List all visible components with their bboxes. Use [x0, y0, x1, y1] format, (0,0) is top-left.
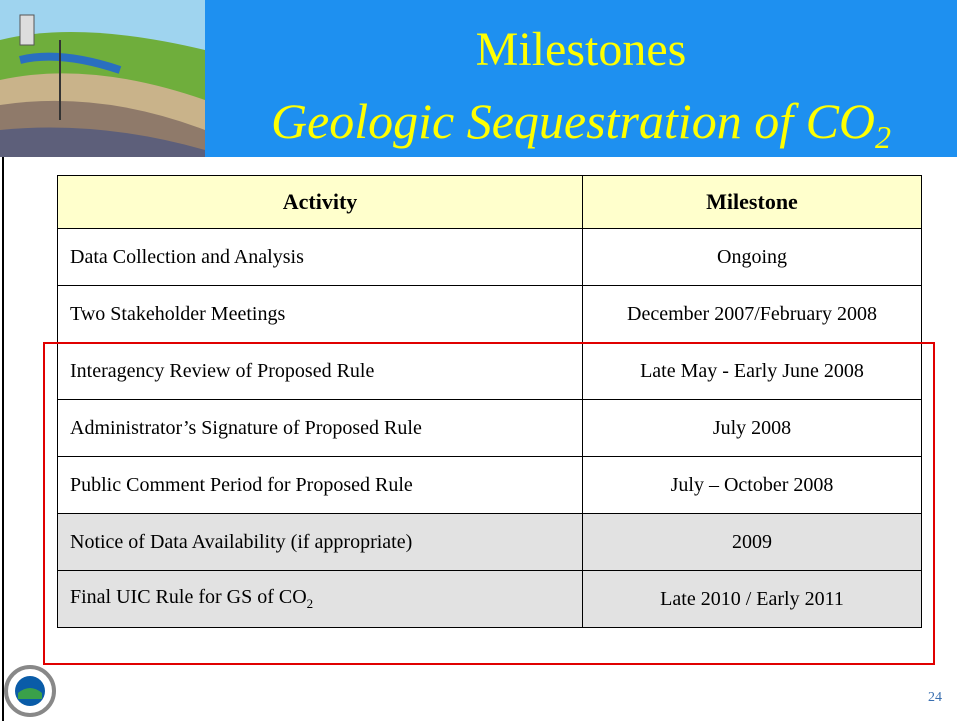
- header-row: Activity Milestone: [58, 176, 922, 229]
- activity-cell: Two Stakeholder Meetings: [58, 286, 583, 343]
- border: [2, 157, 4, 721]
- table-row: Two Stakeholder Meetings December 2007/Fe…: [58, 286, 922, 343]
- highlight-box: [43, 342, 935, 665]
- activity-text: Data Collection and Analysis: [70, 246, 304, 268]
- subtitle-text: Geologic Sequestration of CO: [271, 93, 875, 149]
- column-header: Milestone: [583, 176, 922, 229]
- table-row: Data Collection and Analysis Ongoing: [58, 229, 922, 286]
- slide: Milestones Geologic Sequestration of CO2…: [0, 0, 957, 721]
- activity-text: Two Stakeholder Meetings: [70, 303, 285, 325]
- title: Milestones: [205, 22, 957, 77]
- column-header: Activity: [58, 176, 583, 229]
- milestone-cell: Ongoing: [583, 229, 922, 286]
- subtitle: Geologic Sequestration of CO2: [205, 92, 957, 156]
- milestone-cell: December 2007/February 2008: [583, 286, 922, 343]
- header-illustration: [0, 0, 205, 157]
- page-number: 24: [928, 690, 942, 706]
- activity-cell: Data Collection and Analysis: [58, 229, 583, 286]
- subtitle-subscript: 2: [875, 119, 891, 155]
- epa-logo: [4, 665, 56, 717]
